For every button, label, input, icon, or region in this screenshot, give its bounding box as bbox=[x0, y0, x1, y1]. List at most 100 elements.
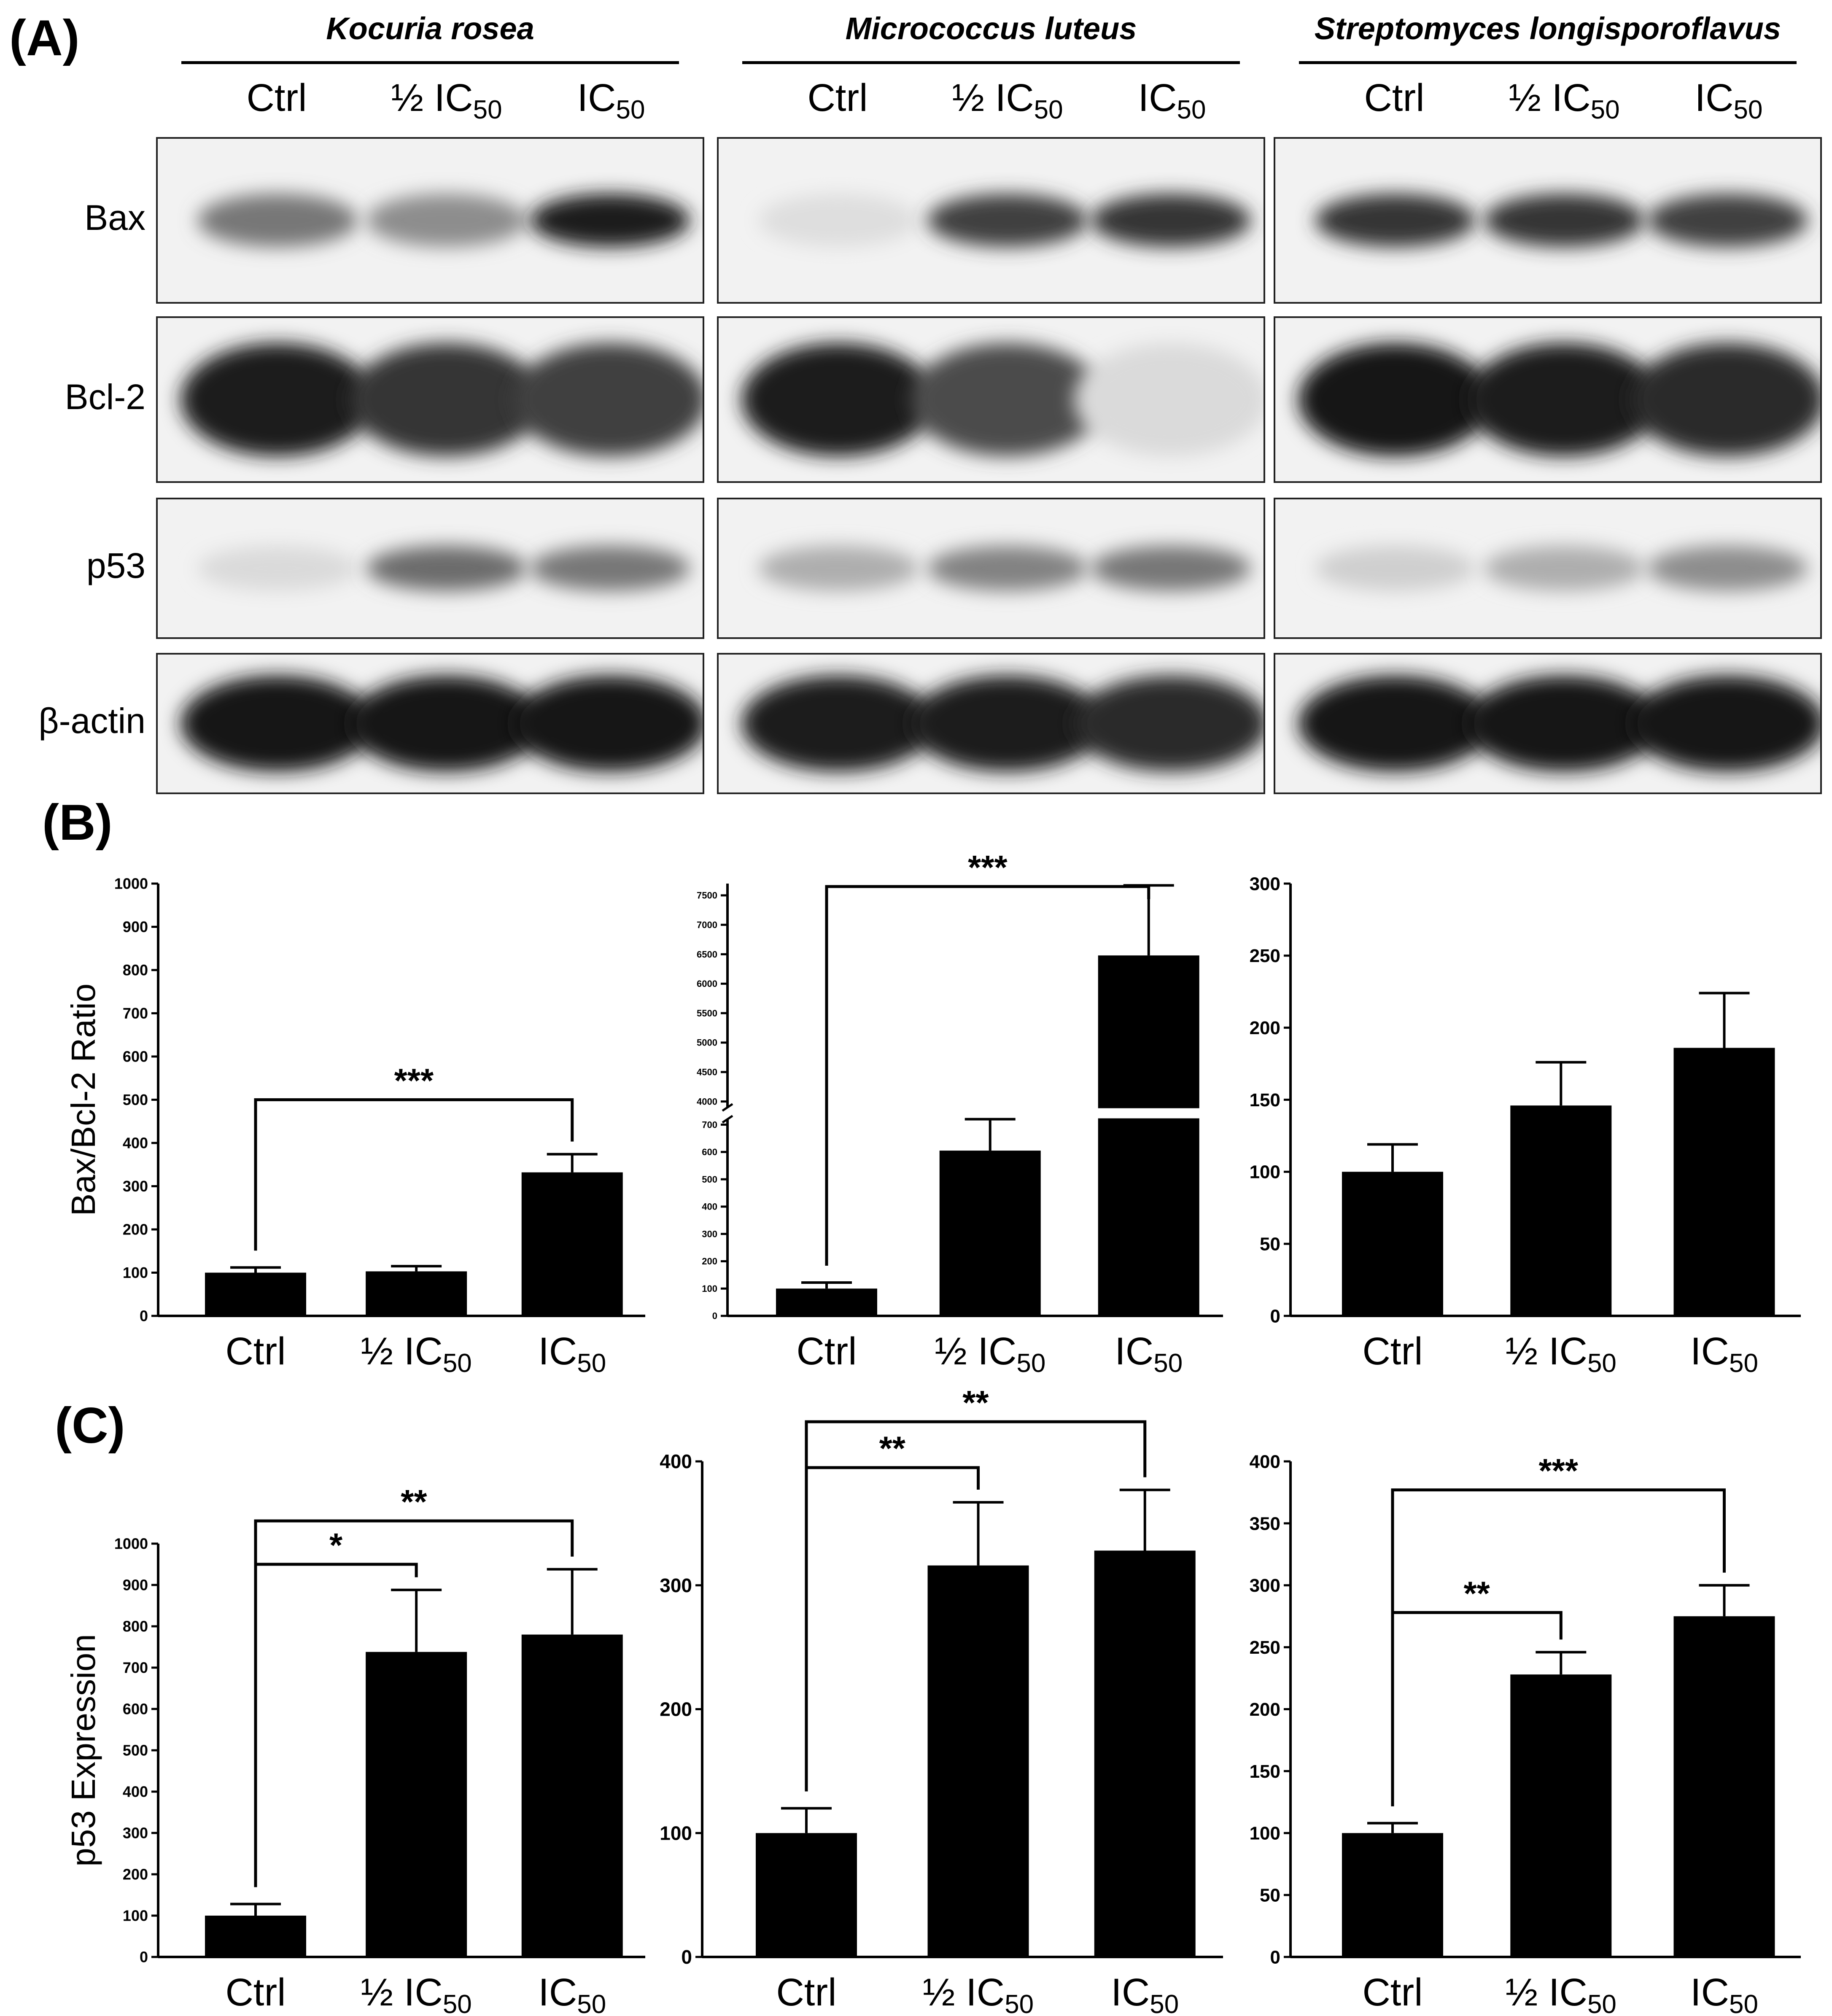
blot-strip bbox=[1274, 137, 1822, 304]
bar bbox=[521, 1172, 623, 1316]
x-tick-label: ½ IC50 bbox=[361, 1971, 472, 2016]
y-tick-label: 300 bbox=[123, 1825, 148, 1842]
blot-band bbox=[741, 675, 936, 772]
significance-label: * bbox=[329, 1526, 343, 1564]
y-tick-label: 7500 bbox=[697, 890, 717, 901]
y-axis-title: Bax/Bcl-2 Ratio bbox=[65, 984, 102, 1216]
x-tick-label: IC50 bbox=[1690, 1971, 1758, 2016]
bar bbox=[1342, 1833, 1443, 1957]
blot-strip bbox=[717, 316, 1265, 483]
significance-label: *** bbox=[394, 1062, 434, 1100]
species-title: Kocuria rosea bbox=[326, 11, 534, 46]
y-tick-label: 4500 bbox=[697, 1067, 717, 1078]
blot-band bbox=[530, 194, 690, 247]
blot-band bbox=[1074, 675, 1264, 772]
x-tick-label: Ctrl bbox=[225, 1330, 286, 1373]
y-tick-label: 700 bbox=[702, 1119, 717, 1130]
y-tick-label: 100 bbox=[702, 1283, 717, 1294]
y-tick-label: 200 bbox=[123, 1866, 148, 1883]
x-tick-label: Ctrl bbox=[796, 1330, 857, 1373]
y-axis-title: p53 Expression bbox=[65, 1634, 102, 1866]
y-tick-label: 300 bbox=[702, 1229, 717, 1239]
significance-label: ** bbox=[962, 1384, 989, 1421]
blot-band bbox=[366, 545, 527, 591]
blot-strip bbox=[717, 498, 1265, 639]
blot-band bbox=[1298, 343, 1493, 456]
y-tick-label: 200 bbox=[702, 1256, 717, 1267]
y-tick-label: 600 bbox=[123, 1048, 148, 1065]
lane-label: Ctrl bbox=[1364, 76, 1425, 119]
x-tick-label: Ctrl bbox=[1362, 1971, 1422, 2014]
blot-row-label: Bax bbox=[84, 197, 145, 237]
y-tick-label: 400 bbox=[1250, 1451, 1280, 1472]
blot-band bbox=[741, 343, 936, 456]
y-tick-label: 800 bbox=[123, 962, 148, 979]
y-tick-label: 700 bbox=[123, 1659, 148, 1676]
y-tick-label: 250 bbox=[1250, 946, 1280, 966]
lane-label: IC50 bbox=[1695, 76, 1763, 124]
blot-band bbox=[1091, 545, 1251, 591]
y-tick-label: 0 bbox=[1270, 1306, 1280, 1326]
blot-band bbox=[1647, 194, 1808, 247]
y-tick-label: 0 bbox=[1270, 1947, 1280, 1967]
y-tick-label: 50 bbox=[1260, 1234, 1280, 1255]
blot-band bbox=[366, 194, 527, 247]
lane-label: IC50 bbox=[1138, 76, 1206, 124]
lane-label: Ctrl bbox=[807, 76, 868, 119]
blot-band bbox=[1467, 675, 1661, 772]
significance-bracket bbox=[805, 1420, 1147, 1792]
blot-band bbox=[1074, 343, 1264, 456]
y-tick-label: 200 bbox=[1250, 1699, 1280, 1720]
blot-band bbox=[1630, 343, 1820, 456]
blot-strip bbox=[717, 653, 1265, 794]
species-title: Streptomyces longisporoflavus bbox=[1314, 11, 1781, 46]
y-tick-label: 200 bbox=[123, 1221, 148, 1238]
blot-strip bbox=[1274, 316, 1822, 483]
bar bbox=[756, 1833, 857, 1957]
significance-label: *** bbox=[968, 849, 1008, 886]
axis-break-mark bbox=[722, 1103, 733, 1112]
bar bbox=[776, 1288, 877, 1316]
blot-strip bbox=[156, 316, 704, 483]
blot-row-label: p53 bbox=[86, 545, 145, 585]
blot-strip bbox=[1274, 653, 1822, 794]
bar bbox=[939, 1151, 1041, 1316]
significance-label: ** bbox=[401, 1483, 427, 1520]
blot-band bbox=[1630, 675, 1820, 772]
blot-row-label: Bcl-2 bbox=[65, 377, 145, 417]
significance-bracket bbox=[254, 1098, 574, 1251]
y-tick-label: 350 bbox=[1250, 1513, 1280, 1534]
bar bbox=[366, 1271, 467, 1316]
y-tick-label: 500 bbox=[123, 1742, 148, 1759]
y-tick-label: 5500 bbox=[697, 1008, 717, 1019]
bar bbox=[1510, 1105, 1612, 1316]
lane-label: ½ IC50 bbox=[391, 76, 502, 124]
x-tick-label: IC50 bbox=[1115, 1330, 1183, 1378]
blot-strip bbox=[156, 498, 704, 639]
blot-band bbox=[1091, 194, 1251, 247]
y-tick-label: 5000 bbox=[697, 1038, 717, 1048]
y-tick-label: 300 bbox=[123, 1178, 148, 1195]
y-tick-label: 500 bbox=[123, 1091, 148, 1108]
bar bbox=[1510, 1674, 1612, 1957]
x-tick-label: IC50 bbox=[538, 1330, 606, 1378]
blot-band bbox=[1298, 675, 1493, 772]
blot-band bbox=[1484, 545, 1644, 591]
y-tick-label: 600 bbox=[702, 1147, 717, 1157]
y-tick-label: 0 bbox=[140, 1949, 148, 1966]
y-tick-label: 400 bbox=[123, 1783, 148, 1800]
x-tick-label: ½ IC50 bbox=[1506, 1330, 1616, 1378]
bar bbox=[1098, 955, 1199, 1316]
y-tick-label: 1000 bbox=[114, 875, 148, 892]
blot-band bbox=[1467, 343, 1661, 456]
y-tick-label: 400 bbox=[660, 1450, 692, 1472]
bar bbox=[205, 1272, 306, 1316]
blot-band bbox=[1315, 194, 1476, 247]
significance-label: *** bbox=[1539, 1452, 1579, 1490]
panel-label-a: (A) bbox=[9, 10, 80, 66]
panel-label-b: (B) bbox=[42, 794, 113, 851]
x-tick-label: Ctrl bbox=[225, 1971, 286, 2014]
x-tick-label: IC50 bbox=[538, 1971, 606, 2016]
lane-label: IC50 bbox=[577, 76, 645, 124]
